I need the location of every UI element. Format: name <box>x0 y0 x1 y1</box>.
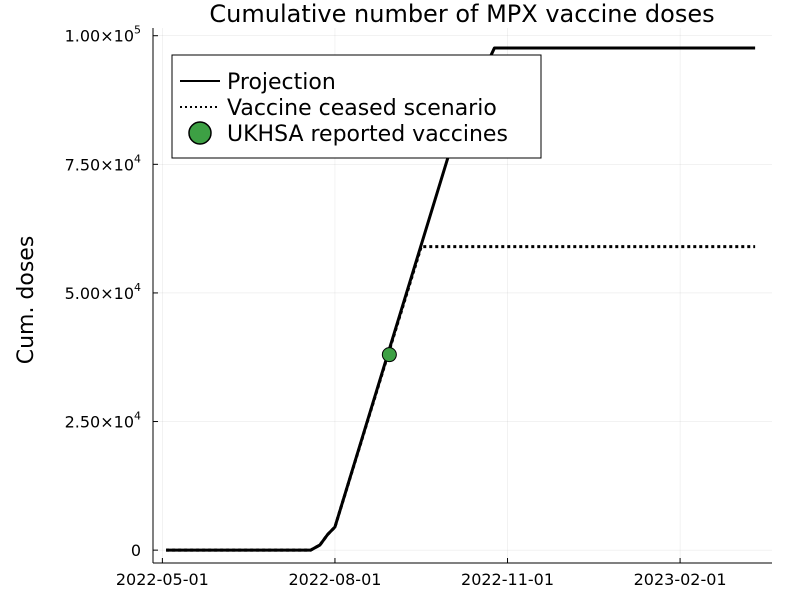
x-tick-label: 2022-08-01 <box>288 570 381 589</box>
axes <box>152 28 772 564</box>
legend-box <box>171 54 542 159</box>
y-tick-label: 2.50×104 <box>65 410 141 432</box>
x-tick-label: 2022-05-01 <box>116 570 209 589</box>
ukhsa-data-point <box>381 347 397 363</box>
vaccine-ceased-line <box>166 245 756 552</box>
legend-label: Vaccine ceased scenario <box>227 96 497 121</box>
y-axis-label: Cum. doses <box>14 236 39 365</box>
legend-label: Projection <box>227 70 336 95</box>
x-tick-labels: 2022-05-01 2022-08-01 2022-11-01 2023-02-01 <box>116 570 727 589</box>
y-tick-label: 5.00×104 <box>65 281 141 303</box>
x-tick-label: 2023-02-01 <box>634 570 727 589</box>
x-tick-label: 2022-11-01 <box>461 570 554 589</box>
legend-label: UKHSA reported vaccines <box>227 122 508 147</box>
y-tick-labels: 0 2.50×104 5.00×104 7.50×104 1.00×105 <box>65 24 141 560</box>
y-tick-label: 0 <box>131 541 141 560</box>
y-tick-label: 1.00×105 <box>65 24 141 46</box>
chart-title: Cumulative number of MPX vaccine doses <box>209 0 714 28</box>
y-tick-label: 7.50×104 <box>65 152 141 174</box>
legend-marker-ukhsa <box>188 121 212 145</box>
